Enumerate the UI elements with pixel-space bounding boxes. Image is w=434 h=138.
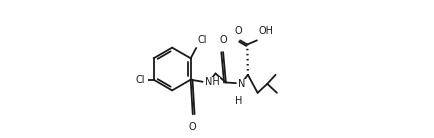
Text: Cl: Cl	[135, 75, 145, 85]
Text: N: N	[238, 79, 246, 89]
Text: NH: NH	[205, 77, 220, 87]
Text: O: O	[219, 34, 227, 44]
Text: O: O	[189, 122, 197, 132]
Text: OH: OH	[259, 26, 274, 35]
Text: H: H	[235, 95, 242, 106]
Text: O: O	[234, 26, 242, 35]
Text: Cl: Cl	[198, 35, 207, 45]
